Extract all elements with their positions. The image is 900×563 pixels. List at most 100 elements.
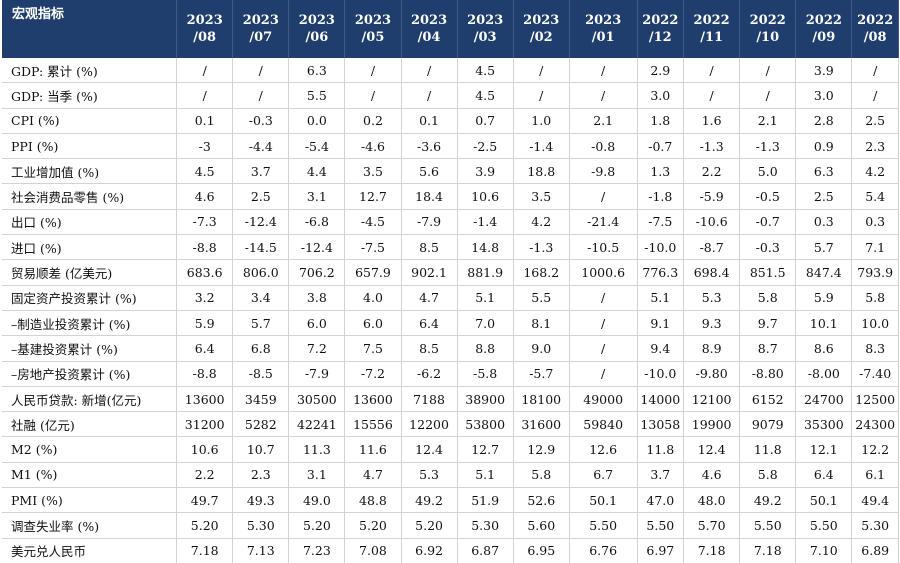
period-year: 2023 — [585, 13, 622, 28]
table-cell: -7.3 — [176, 209, 234, 236]
table-cell: -8.8 — [176, 361, 234, 387]
period-month: /06 — [305, 30, 329, 45]
table-cell: 5.30 — [232, 512, 290, 539]
table-cell: -1.3 — [739, 133, 797, 160]
table-cell: 168.2 — [513, 259, 570, 286]
period-column-header: 2023/02 — [513, 0, 570, 58]
table-cell: 4.5 — [457, 82, 514, 109]
table-cell: 0.7 — [457, 108, 514, 134]
table-cell: 9.0 — [513, 335, 570, 362]
table-cell: -7.5 — [344, 234, 402, 261]
table-cell: 4.7 — [344, 462, 402, 489]
table-cell: -1.3 — [513, 234, 570, 261]
table-cell: 18.4 — [401, 183, 458, 210]
table-cell: 6.92 — [401, 538, 458, 563]
table-cell: -5.9 — [683, 183, 741, 210]
table-cell: 6.1 — [851, 462, 899, 489]
table-cell: 12.4 — [683, 436, 741, 463]
table-cell: 9.1 — [637, 310, 685, 337]
table-cell: 2.1 — [739, 108, 797, 134]
table-cell: 8.5 — [401, 335, 458, 362]
table-cell: / — [851, 58, 899, 84]
table-row: 美元兑人民币 7.18 7.13 7.23 7.08 6.92 6.87 6.95 6.76 6.… — [2, 538, 899, 563]
table-cell: 5.50 — [795, 512, 853, 539]
table-cell: 4.5 — [176, 158, 234, 185]
table-cell: 53800 — [457, 411, 514, 438]
table-cell: 6.3 — [795, 158, 853, 185]
table-cell: / — [739, 58, 797, 84]
table-cell: 1.6 — [683, 108, 741, 134]
table-cell: / — [344, 82, 402, 109]
table-row: PMI (%) 49.7 49.3 49.0 48.8 49.2 51.9 52.6 50.1 4… — [2, 487, 899, 514]
table-cell: -6.8 — [288, 209, 346, 236]
table-cell: 2.5 — [232, 183, 290, 210]
period-column-header: 2023/04 — [401, 0, 458, 58]
table-cell: 2.3 — [851, 133, 899, 160]
table-cell: 9.3 — [683, 310, 741, 337]
period-month: /11 — [700, 30, 724, 45]
table-cell: 3.8 — [288, 285, 346, 311]
table-row: 调查失业率 (%) 5.20 5.30 5.20 5.20 5.20 5.30 5.60 5.5… — [2, 512, 899, 539]
table-cell: 31600 — [513, 411, 570, 438]
table-row: 人民币贷款: 新增(亿元) 13600 3459 30500 13600 7188 3890… — [2, 386, 899, 413]
table-cell: 0.0 — [288, 108, 346, 134]
table-cell: 6.4 — [795, 462, 853, 489]
table-cell: 38900 — [457, 386, 514, 413]
table-cell: / — [569, 58, 638, 84]
period-column-header: 2022/10 — [739, 0, 797, 58]
table-cell: 8.6 — [795, 335, 853, 362]
table-cell: 3.4 — [232, 285, 290, 311]
period-month: /04 — [417, 30, 441, 45]
period-month: /12 — [648, 30, 672, 45]
table-cell: 9079 — [739, 411, 797, 438]
period-column-header: 2023/01 — [569, 0, 638, 58]
table-cell: 18100 — [513, 386, 570, 413]
table-cell: 4.7 — [401, 285, 458, 311]
table-cell: 0.9 — [795, 133, 853, 160]
period-year: 2023 — [298, 13, 335, 28]
table-cell: / — [344, 58, 402, 84]
indicator-label: 贸易顺差 (亿美元) — [2, 259, 178, 286]
indicator-label: 调查失业率 (%) — [2, 512, 178, 539]
table-cell: 5.20 — [288, 512, 346, 539]
table-row: M2 (%) 10.6 10.7 11.3 11.6 12.4 12.7 12.9 12.6 11… — [2, 436, 899, 463]
indicator-label: M1 (%) — [2, 462, 178, 489]
table-cell: 31200 — [176, 411, 234, 438]
table-cell: 5.7 — [232, 310, 290, 337]
table-cell: 5.30 — [457, 512, 514, 539]
table-cell: -10.6 — [683, 209, 741, 236]
table-cell: -1.4 — [457, 209, 514, 236]
table-cell: 6.7 — [569, 462, 638, 489]
header-row: 宏观指标 2023/08 2023/07 2023/06 2023/05 2023/04… — [2, 0, 899, 58]
table-cell: 7.5 — [344, 335, 402, 362]
table-cell: 3.7 — [232, 158, 290, 185]
table-cell: 42241 — [288, 411, 346, 438]
table-row: 出口 (%) -7.3 -12.4 -6.8 -4.5 -7.9 -1.4 4.2 -21.4-… — [2, 209, 899, 236]
table-cell: 12.2 — [851, 436, 899, 463]
table-cell: 5.5 — [513, 285, 570, 311]
period-column-header: 2022/11 — [683, 0, 741, 58]
table-cell: 11.6 — [344, 436, 402, 463]
table-cell: 12.1 — [795, 436, 853, 463]
period-year: 2023 — [354, 13, 392, 28]
table-cell: / — [569, 335, 638, 362]
table-row: 进口 (%) -8.8 -14.5 -12.4 -7.5 8.5 14.8 -1.3 -10.5… — [2, 234, 899, 261]
table-cell: -12.4 — [288, 234, 346, 261]
table-cell: / — [739, 82, 797, 109]
period-column-header: 2023/03 — [457, 0, 514, 58]
indicator-label: –基建投资累计 (%) — [2, 335, 178, 362]
table-cell: -8.8 — [176, 234, 234, 261]
table-cell: 5.5 — [288, 82, 346, 109]
table-cell: 4.6 — [683, 462, 741, 489]
table-cell: 49.7 — [176, 487, 234, 514]
table-cell: 18.8 — [513, 158, 570, 185]
table-cell: 847.4 — [795, 259, 853, 286]
table-cell: 5.20 — [344, 512, 402, 539]
table-cell: 3459 — [232, 386, 290, 413]
table-cell: / — [851, 82, 899, 109]
table-cell: 3.9 — [457, 158, 514, 185]
period-year: 2023 — [186, 13, 223, 28]
table-cell: -7.2 — [344, 361, 402, 387]
table-cell: 3.9 — [795, 58, 853, 84]
